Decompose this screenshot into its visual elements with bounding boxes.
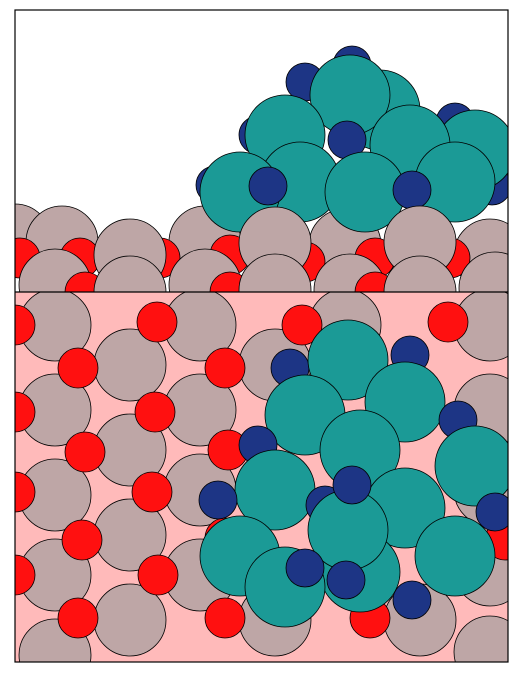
top-view — [15, 292, 508, 662]
cluster — [198, 319, 508, 628]
side-view — [15, 10, 508, 292]
frame — [14, 9, 509, 663]
cluster — [195, 45, 508, 233]
